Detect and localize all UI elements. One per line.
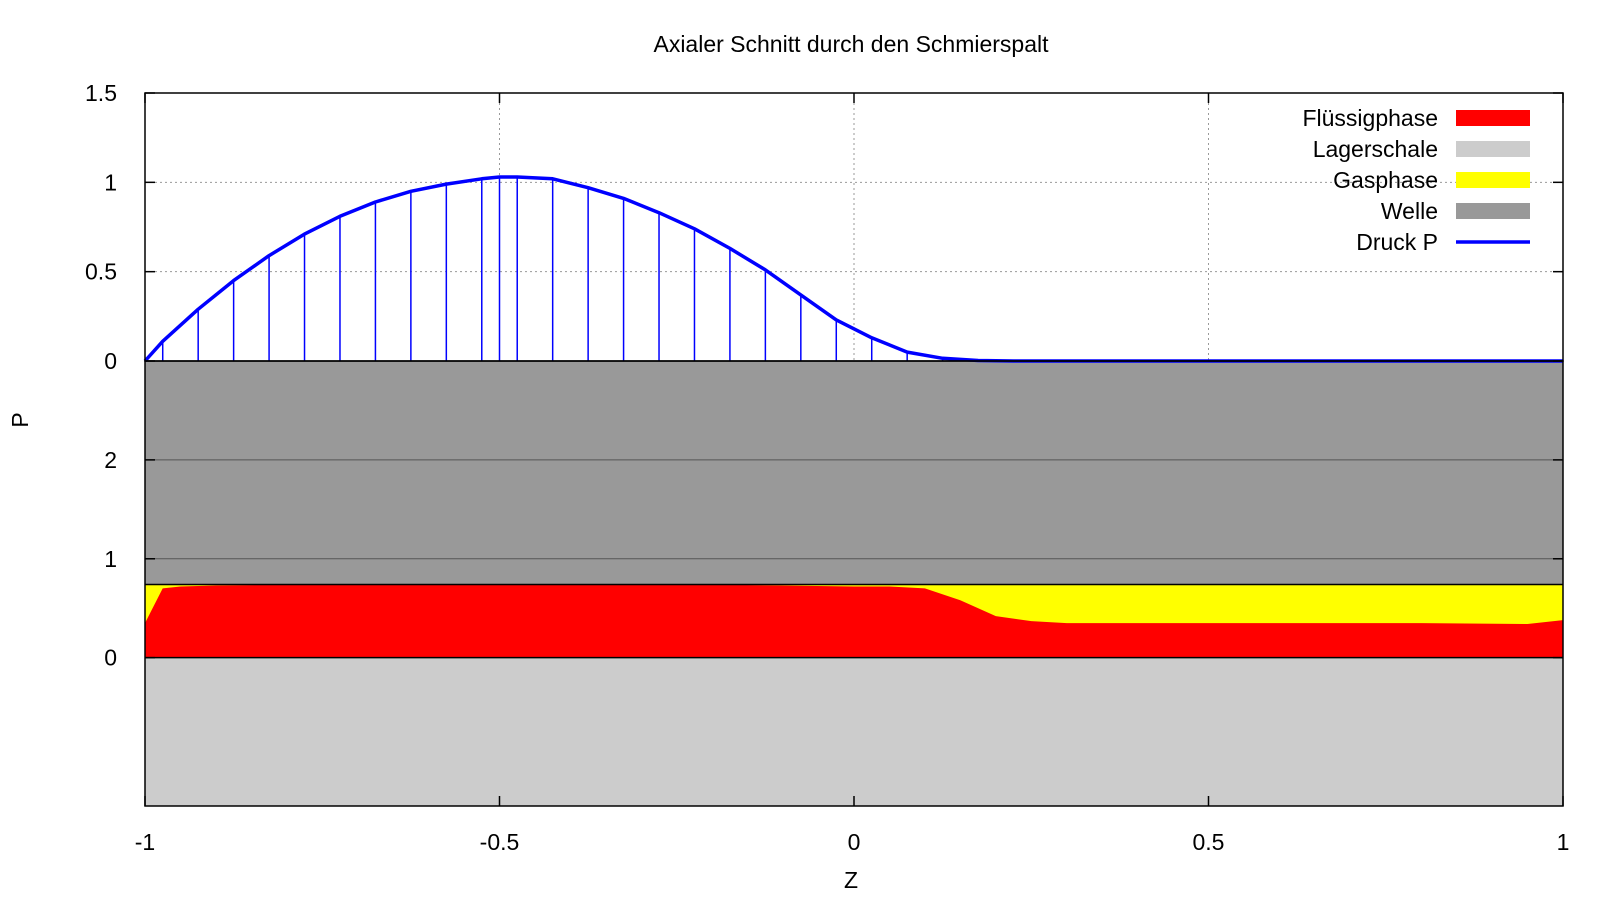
legend-swatch-fluessigphase <box>1456 110 1530 126</box>
y-axis-label: P <box>7 412 33 427</box>
legend-label-lagerschale: Lagerschale <box>1313 136 1438 162</box>
chart-title: Axialer Schnitt durch den Schmierspalt <box>653 31 1049 57</box>
legend: Flüssigphase Lagerschale Gasphase Welle Druc… <box>1302 105 1530 255</box>
x-tick-label: -1 <box>135 829 155 855</box>
legend-label-fluessigphase: Flüssigphase <box>1302 105 1438 131</box>
x-tick-label: 1 <box>1557 829 1570 855</box>
pressure-tick-label: 0 <box>104 348 117 374</box>
x-tick-label: 0.5 <box>1193 829 1225 855</box>
legend-label-gasphase: Gasphase <box>1333 167 1438 193</box>
legend-swatch-welle <box>1456 203 1530 219</box>
x-tick-label: 0 <box>848 829 861 855</box>
axis-ticks: 0 0.5 1 1.5 0 1 2 -1 -0.5 0 0.5 1 <box>85 80 1569 855</box>
x-axis-label: Z <box>844 867 858 893</box>
gap-tick-label: 2 <box>104 447 117 473</box>
gap-tick-label: 1 <box>104 546 117 572</box>
gap-panel <box>145 361 1563 806</box>
pressure-tick-label: 0.5 <box>85 259 117 285</box>
legend-label-welle: Welle <box>1381 198 1438 224</box>
fluessigphase-area <box>145 584 1563 658</box>
legend-swatch-lagerschale <box>1456 141 1530 157</box>
lagerschale-area <box>145 657 1563 806</box>
legend-label-druck: Druck P <box>1356 229 1438 255</box>
legend-swatch-gasphase <box>1456 172 1530 188</box>
welle-area <box>145 361 1563 585</box>
x-tick-label: -0.5 <box>480 829 520 855</box>
gap-tick-label: 0 <box>104 645 117 671</box>
pressure-tick-label: 1.5 <box>85 80 117 106</box>
pressure-tick-label: 1 <box>104 169 117 195</box>
